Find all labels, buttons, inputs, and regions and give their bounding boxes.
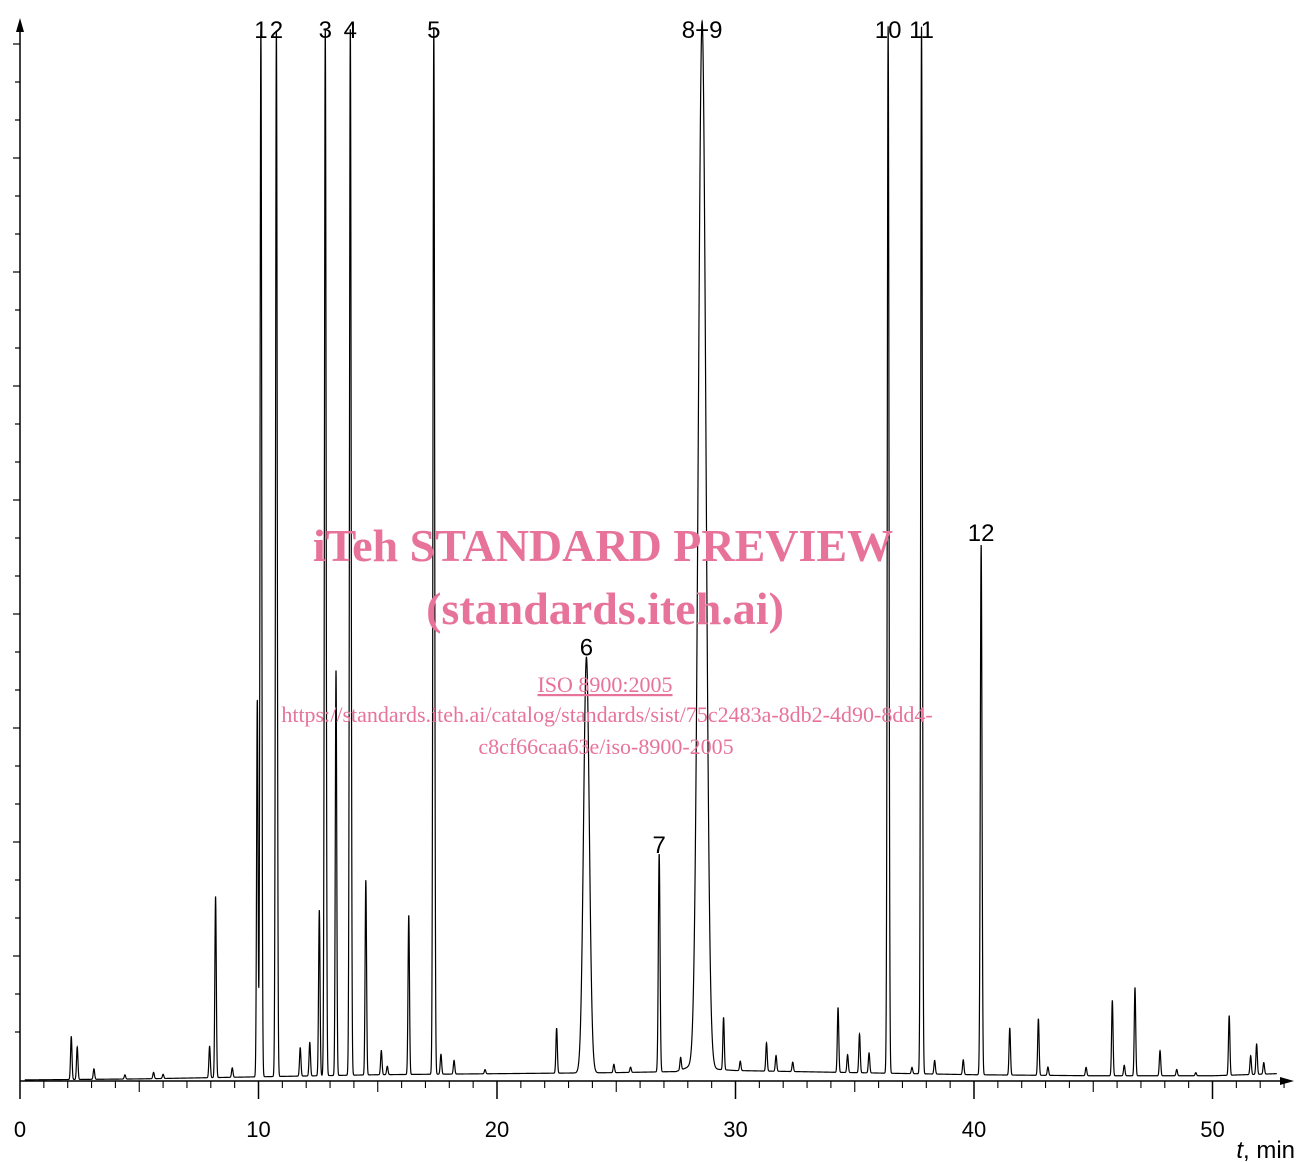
peak-label: 3 bbox=[319, 17, 332, 44]
peak-label: 7 bbox=[653, 832, 666, 859]
x-tick-label: 0 bbox=[14, 1117, 26, 1142]
x-tick-label: 40 bbox=[962, 1117, 986, 1142]
watermark-subtitle: (standards.iteh.ai) bbox=[426, 583, 784, 634]
chromatogram-trace bbox=[24, 19, 1277, 1081]
x-tick-labels: 0 10 20 30 40 50 bbox=[14, 1117, 1225, 1142]
peak-label: 6 bbox=[580, 634, 593, 661]
peak-label: 4 bbox=[344, 17, 357, 44]
y-axis-ticks bbox=[13, 43, 20, 1033]
x-axis-title: t, min bbox=[1236, 1137, 1295, 1162]
peak-label: 11 bbox=[909, 17, 934, 44]
watermark-url-line1[interactable]: https://standards.iteh.ai/catalog/standa… bbox=[281, 702, 932, 727]
x-tick-label: 20 bbox=[485, 1117, 509, 1142]
x-tick-label: 30 bbox=[723, 1117, 747, 1142]
watermark-title: iTeh STANDARD PREVIEW bbox=[313, 520, 893, 571]
x-tick-label: 50 bbox=[1200, 1117, 1224, 1142]
peak-label: 8+9 bbox=[682, 17, 723, 44]
y-axis-arrow bbox=[16, 18, 24, 32]
watermark-url-line2[interactable]: c8cf66caa63e/iso-8900-2005 bbox=[478, 734, 733, 759]
axes: 0 10 20 30 40 50 t, min bbox=[13, 18, 1295, 1162]
x-axis-arrow bbox=[1280, 1077, 1294, 1085]
peak-label: 1 bbox=[254, 17, 267, 44]
peak-label: 2 bbox=[270, 17, 283, 44]
watermark: iTeh STANDARD PREVIEW (standards.iteh.ai… bbox=[281, 520, 932, 759]
watermark-iso-link[interactable]: ISO 8900:2005 bbox=[537, 672, 672, 697]
peak-label: 5 bbox=[427, 17, 440, 44]
x-axis-ticks bbox=[19, 1081, 1285, 1099]
x-tick-label: 10 bbox=[246, 1117, 270, 1142]
peak-label: 10 bbox=[875, 17, 902, 44]
peak-label: 12 bbox=[968, 520, 995, 547]
